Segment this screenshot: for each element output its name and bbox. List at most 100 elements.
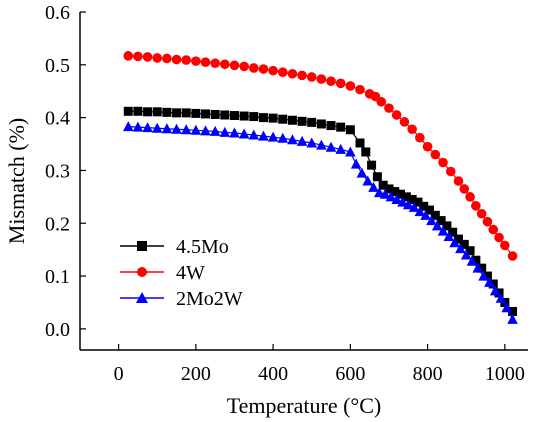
data-point xyxy=(501,302,513,313)
data-point xyxy=(508,306,518,316)
legend-label-2mo2w: 2Mo2W xyxy=(176,288,243,310)
data-point xyxy=(425,205,435,215)
data-point xyxy=(453,176,464,186)
data-point xyxy=(287,134,298,145)
legend-marker-square xyxy=(137,241,147,251)
data-point xyxy=(361,147,371,157)
data-point xyxy=(500,240,510,251)
data-point xyxy=(143,107,153,117)
axes: 0 200 400 600 800 1000 0.0 0.1 0.2 0.3 0.4 0.5 0.6 xyxy=(45,2,528,385)
data-point xyxy=(258,113,268,123)
data-point xyxy=(449,237,460,248)
data-point xyxy=(448,227,458,237)
data-point xyxy=(408,201,420,212)
data-point xyxy=(378,180,388,190)
data-point xyxy=(258,130,269,141)
data-point xyxy=(201,109,211,119)
data-point xyxy=(355,138,365,148)
data-point xyxy=(362,175,374,186)
data-point xyxy=(488,224,499,235)
y-tick-label: 0.4 xyxy=(45,108,70,130)
x-ticks xyxy=(118,344,506,350)
data-point xyxy=(229,111,239,121)
data-point xyxy=(229,127,240,138)
data-point xyxy=(335,143,346,154)
data-point xyxy=(391,110,402,120)
data-point xyxy=(307,117,317,127)
data-point xyxy=(443,230,455,241)
y-tick-label: 0.5 xyxy=(45,55,70,77)
plot-layer xyxy=(122,51,518,324)
data-point xyxy=(422,141,433,152)
data-point xyxy=(248,63,259,73)
data-point xyxy=(191,56,201,66)
data-point xyxy=(376,96,387,107)
data-point xyxy=(384,103,394,113)
legend-item-4w: 4W xyxy=(120,262,205,284)
data-point xyxy=(239,111,249,121)
data-point xyxy=(455,243,466,254)
data-point xyxy=(287,68,298,79)
data-point xyxy=(426,215,437,226)
data-point xyxy=(258,64,269,74)
x-tick-labels: 0 200 400 600 800 1000 xyxy=(114,363,525,385)
data-point xyxy=(407,194,417,204)
data-point xyxy=(123,51,134,61)
data-point xyxy=(278,114,288,124)
data-point xyxy=(345,81,356,91)
data-point xyxy=(151,122,163,133)
data-point xyxy=(326,76,336,86)
x-tick-label: 0 xyxy=(114,363,124,385)
data-point xyxy=(200,57,211,67)
data-point xyxy=(287,115,297,125)
data-point xyxy=(306,137,318,148)
y-tick-label: 0.1 xyxy=(45,266,70,288)
data-point xyxy=(379,188,391,199)
data-point xyxy=(482,216,493,227)
data-point xyxy=(397,196,408,207)
data-point xyxy=(396,189,406,199)
data-point xyxy=(430,210,440,220)
data-point xyxy=(442,221,452,231)
data-point xyxy=(459,239,469,249)
legend-item-4.5mo: 4.5Mo xyxy=(120,236,229,258)
data-point xyxy=(494,232,504,243)
data-point xyxy=(239,61,249,72)
x-tick-label: 1000 xyxy=(485,363,525,385)
x-tick-label: 400 xyxy=(258,363,288,385)
data-point xyxy=(367,160,377,170)
legend-label-4w: 4W xyxy=(176,262,205,284)
legend: 4.5Mo 4W 2Mo2W xyxy=(120,236,243,310)
data-point xyxy=(220,110,230,120)
data-point xyxy=(209,125,221,136)
data-point xyxy=(436,216,446,226)
data-point xyxy=(132,121,144,132)
data-point xyxy=(277,132,289,143)
data-point xyxy=(210,109,220,119)
data-point xyxy=(142,52,153,62)
legend-marker-circle xyxy=(137,267,147,277)
data-point xyxy=(495,292,507,303)
data-point xyxy=(297,70,307,81)
data-point xyxy=(316,139,327,150)
data-point xyxy=(296,135,308,146)
data-point xyxy=(248,129,260,140)
data-point xyxy=(325,141,337,152)
data-point xyxy=(399,117,410,127)
data-point xyxy=(430,149,441,160)
data-point xyxy=(162,107,172,117)
data-point xyxy=(350,158,362,169)
data-point xyxy=(407,124,417,135)
data-point xyxy=(471,255,481,265)
data-point xyxy=(316,74,327,84)
data-point xyxy=(355,84,365,95)
data-point xyxy=(133,51,143,62)
data-point xyxy=(466,255,478,266)
data-point xyxy=(152,107,162,117)
data-point xyxy=(437,225,449,236)
data-point xyxy=(465,192,475,202)
data-point xyxy=(414,206,426,217)
data-point xyxy=(356,167,368,178)
data-point xyxy=(172,108,182,118)
